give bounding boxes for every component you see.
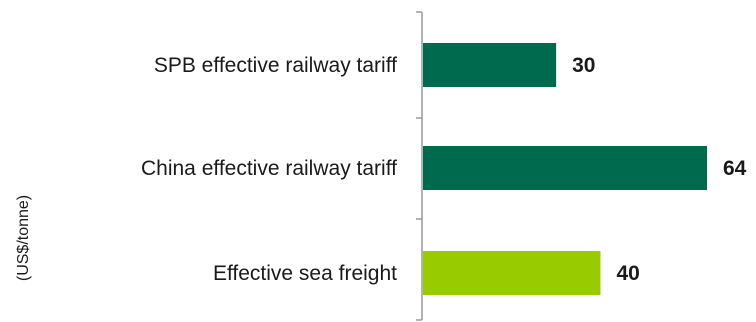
category-label: SPB effective railway tariff <box>154 54 397 77</box>
category-label: Effective sea freight <box>213 262 397 285</box>
bar <box>423 146 707 190</box>
bar <box>423 43 557 87</box>
bars-group: SPB effective railway tariff 30 China effe… <box>141 43 747 295</box>
value-label: 30 <box>572 54 595 77</box>
y-axis-unit-label: (US$/tonne) <box>15 195 32 281</box>
value-label: 40 <box>617 262 640 285</box>
bar <box>423 251 601 295</box>
value-label: 64 <box>723 157 747 180</box>
category-label: China effective railway tariff <box>141 157 397 180</box>
